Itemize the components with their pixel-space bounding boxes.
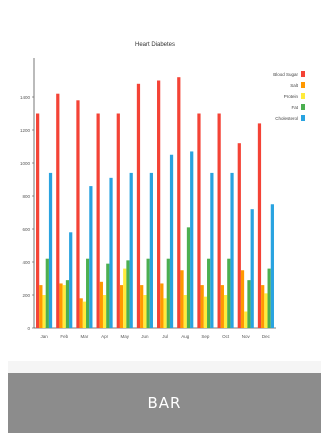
bar-protein <box>62 285 66 328</box>
bar-blood-sugar <box>177 77 181 328</box>
legend-swatch <box>301 104 305 110</box>
bar-blood-sugar <box>257 123 262 329</box>
chart-area: Heart Diabetes 0 200 400 600 800 1000 1200 1400 J… <box>8 6 321 361</box>
bar-protein <box>102 295 107 328</box>
bar-cholesterol <box>250 209 254 328</box>
bar-cholesterol <box>270 204 274 328</box>
bar-blood-sugar <box>76 100 80 328</box>
bar-fat <box>227 258 231 328</box>
bar-cholesterol <box>48 172 53 328</box>
x-tick-label: Dec <box>262 334 271 339</box>
x-tick-label: Jul <box>162 334 168 339</box>
bar-salt <box>240 270 245 328</box>
bar-cholesterol <box>129 172 133 328</box>
bar-salt <box>261 285 265 328</box>
x-tick-label: Nov <box>242 334 251 339</box>
bar-protein <box>42 295 46 328</box>
y-tick-label: 400 <box>22 260 30 265</box>
bar-fat <box>126 260 130 328</box>
x-tick-label: May <box>120 334 129 339</box>
bar-fat <box>267 268 271 328</box>
bar-chart: Heart Diabetes 0 200 400 600 800 1000 1200 1400 J… <box>20 42 305 339</box>
bar-cholesterol <box>89 186 93 328</box>
bar-blood-sugar <box>217 113 221 328</box>
bar-fat <box>247 280 251 328</box>
legend-label: Blood Sugar <box>273 72 298 77</box>
x-tick-label: Oct <box>222 334 230 339</box>
bar-blood-sugar <box>197 113 201 328</box>
bar-protein <box>143 295 147 328</box>
x-tick-label: Jun <box>141 334 149 339</box>
caption-bar[interactable]: BAR <box>8 373 321 433</box>
bar-salt <box>220 285 224 328</box>
bar-fat <box>106 263 110 328</box>
caption-label: BAR <box>147 394 182 412</box>
x-tick-label: Mar <box>81 334 89 339</box>
y-tick-label: 200 <box>22 293 30 298</box>
bar-fat <box>186 227 191 328</box>
legend-label: Fat <box>291 105 298 110</box>
y-tick-label: 1200 <box>20 128 31 133</box>
bar-blood-sugar <box>136 83 141 328</box>
legend-swatch <box>301 71 305 77</box>
bar-fat <box>166 258 170 328</box>
legend-swatch <box>301 93 305 99</box>
bar-cholesterol <box>149 172 153 328</box>
bar-fat <box>86 258 90 328</box>
bar-blood-sugar <box>237 143 241 328</box>
bar-protein <box>264 293 268 328</box>
bar-salt <box>200 285 204 328</box>
x-tick-label: Feb <box>60 334 68 339</box>
bar-salt <box>140 285 144 328</box>
bar-salt <box>59 283 63 328</box>
bar-cholesterol <box>190 151 194 328</box>
bar-fat <box>207 258 211 328</box>
x-tick-label: Jan <box>40 334 48 339</box>
y-tick-label: 0 <box>27 326 30 331</box>
bar-blood-sugar <box>116 113 120 328</box>
bar-blood-sugar <box>157 80 161 328</box>
bar-cholesterol <box>210 172 214 328</box>
y-tick-label: 1400 <box>20 95 31 100</box>
legend-label: Cholesterol <box>275 116 298 121</box>
bar-cholesterol <box>230 172 234 328</box>
bar-fat <box>45 258 49 328</box>
bar-salt <box>180 270 184 328</box>
bar-protein <box>183 295 187 328</box>
x-tick-label: Aug <box>181 334 190 339</box>
y-tick-label: 800 <box>22 194 30 199</box>
bar-salt <box>39 285 43 328</box>
bar-fat <box>65 280 70 328</box>
chart-card: Heart Diabetes 0 200 400 600 800 1000 1200 1400 J… <box>8 6 321 433</box>
bar-blood-sugar <box>36 113 40 328</box>
y-tick-label: 600 <box>22 227 30 232</box>
bar-cholesterol <box>69 232 73 328</box>
bar-salt <box>79 298 83 328</box>
legend-label: Protein <box>284 94 299 99</box>
y-tick-label: 1000 <box>20 161 31 166</box>
bar-protein <box>123 268 127 328</box>
x-tick-label: Sep <box>201 334 210 339</box>
bar-salt <box>160 283 164 328</box>
bar-blood-sugar <box>56 93 60 328</box>
bar-protein <box>203 296 208 328</box>
legend-swatch <box>301 115 305 121</box>
bar-fat <box>146 258 150 328</box>
legend-swatch <box>301 82 305 88</box>
bar-salt <box>119 285 124 328</box>
chart-title: Heart Diabetes <box>135 42 175 48</box>
x-tick-label: Apr <box>101 334 109 339</box>
bar-protein <box>163 298 167 328</box>
bar-protein <box>244 311 248 328</box>
bar-cholesterol <box>169 154 174 328</box>
bar-salt <box>99 281 103 328</box>
bar-protein <box>82 301 87 328</box>
legend-label: Salt <box>290 83 299 88</box>
bar-blood-sugar <box>96 113 100 328</box>
bar-protein <box>223 295 228 328</box>
bar-cholesterol <box>109 177 113 328</box>
